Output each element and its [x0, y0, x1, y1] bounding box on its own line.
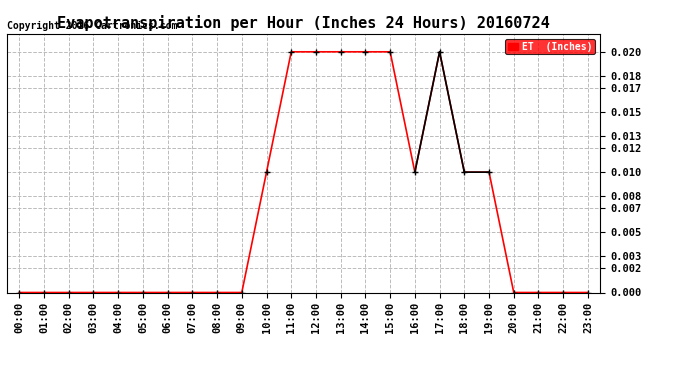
Title: Evapotranspiration per Hour (Inches 24 Hours) 20160724: Evapotranspiration per Hour (Inches 24 H…: [57, 15, 550, 31]
Text: Copyright 2016 Cartronics.com: Copyright 2016 Cartronics.com: [7, 21, 177, 31]
Legend: ET  (Inches): ET (Inches): [506, 39, 595, 54]
